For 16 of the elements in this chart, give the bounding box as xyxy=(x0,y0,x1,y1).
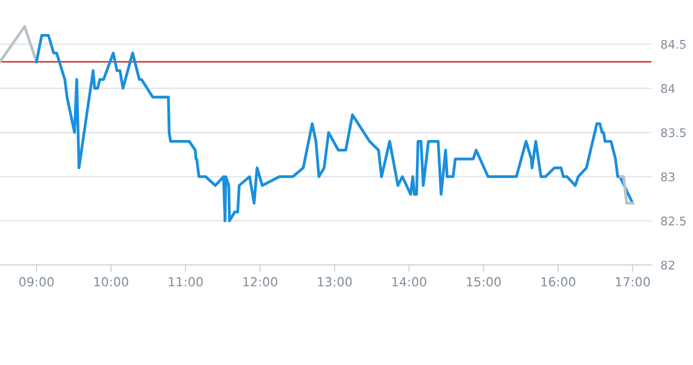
x-tick-label: 13:00 xyxy=(318,277,352,286)
x-tick-label: 14:00 xyxy=(392,277,426,286)
y-tick-label: 84 xyxy=(661,84,675,93)
y-tick-label: 82 xyxy=(661,260,674,270)
y-tick-label: 84.5 xyxy=(661,40,686,49)
x-tick-label: 15:00 xyxy=(466,277,501,286)
y-tick-label: 82.5 xyxy=(661,216,686,226)
x-tick-label: 16:00 xyxy=(541,277,576,286)
x-tick-label: 10:00 xyxy=(94,277,128,286)
y-tick-label: 83 xyxy=(661,172,674,182)
x-tick-label: 11:00 xyxy=(168,277,203,286)
line-series xyxy=(35,34,634,222)
x-tick-label: 17:00 xyxy=(616,277,650,286)
x-tick-label: 12:00 xyxy=(243,277,278,286)
y-tick-label: 83.5 xyxy=(661,128,686,138)
x-tick-label: 09:00 xyxy=(19,277,54,286)
